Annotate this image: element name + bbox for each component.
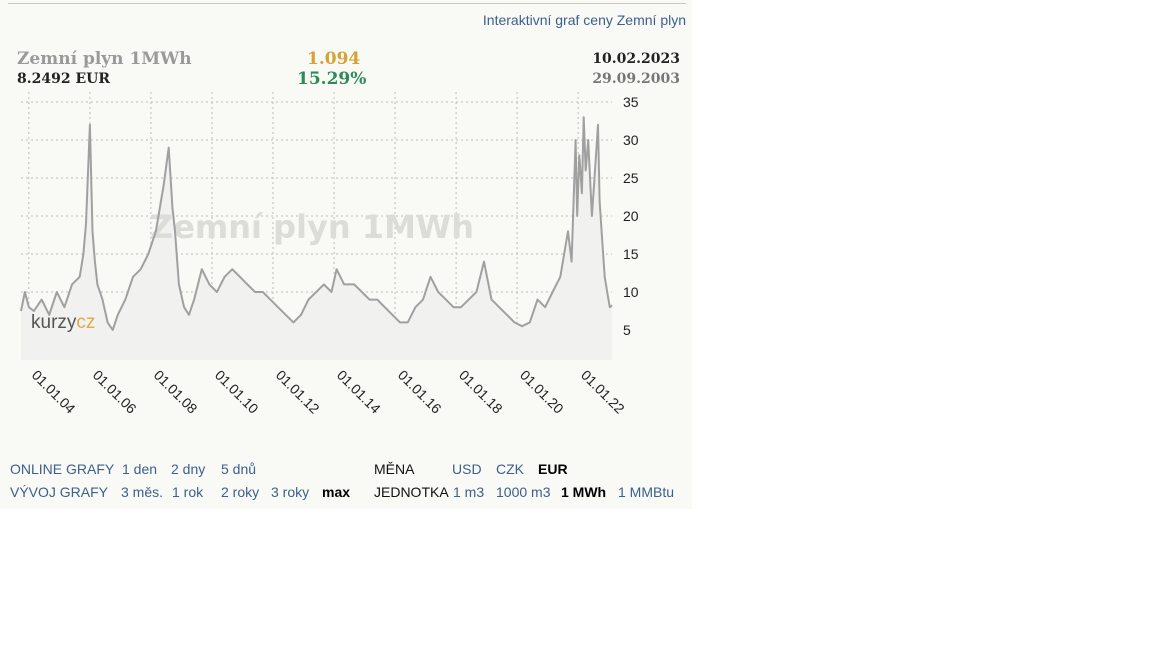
currency-eur[interactable]: EUR: [538, 461, 568, 477]
x-axis: 01.01.04 01.01.06 01.01.08 01.01.10 01.01.12…: [29, 367, 628, 417]
unit-1-mwh[interactable]: 1 MWh: [561, 484, 607, 500]
currency-label: MĚNA: [374, 461, 415, 477]
x-tick-label: 01.01.18: [456, 367, 506, 417]
commodity-name: Zemní plyn 1MWh: [17, 49, 192, 69]
x-tick-label: 01.01.04: [29, 367, 79, 417]
y-tick-label: 25: [623, 170, 639, 186]
y-tick-label: 30: [623, 132, 639, 148]
range-max[interactable]: max: [322, 484, 351, 500]
x-tick-label: 01.01.16: [395, 367, 445, 417]
x-tick-label: 01.01.06: [90, 367, 140, 417]
x-tick-label: 01.01.12: [273, 367, 323, 417]
kurzy-logo: kurzycz: [31, 312, 95, 333]
x-tick-label: 01.01.22: [578, 367, 628, 417]
chart-watermark: Zemní plyn 1MWh: [150, 208, 474, 246]
start-date: 29.09.2003: [592, 71, 680, 87]
x-tick-label: 01.01.20: [517, 367, 567, 417]
x-tick-label: 01.01.10: [212, 367, 262, 417]
y-tick-label: 5: [623, 322, 631, 338]
range-2-years[interactable]: 2 roky: [221, 484, 260, 500]
logo-text-kurzy: kurzy: [31, 312, 77, 333]
range-1-day[interactable]: 1 den: [122, 461, 158, 477]
top-divider: [8, 3, 686, 4]
unit-1-mmbtu[interactable]: 1 MMBtu: [618, 484, 675, 500]
chart-widget: Interaktivní graf ceny Zemní plyn Zemní …: [0, 0, 692, 509]
series-area-fill: [21, 117, 612, 360]
range-5-days[interactable]: 5 dnů: [221, 461, 257, 477]
y-tick-label: 20: [623, 208, 639, 224]
price-chart[interactable]: Zemní plyn 1MWh kurzycz 35 30 25 20 15 10 5 01…: [0, 88, 692, 433]
online-charts-label: ONLINE GRAFY: [10, 461, 115, 477]
currency-czk[interactable]: CZK: [496, 461, 524, 477]
history-charts-label: VÝVOJ GRAFY: [10, 484, 109, 500]
current-price: 8.2492 EUR: [17, 71, 110, 87]
price-change: 1.094: [307, 49, 361, 69]
range-3-months[interactable]: 3 měs.: [121, 484, 164, 500]
chart-series: [20, 116, 613, 331]
chart-area: [21, 117, 612, 360]
logo-text-cz: cz: [76, 312, 95, 333]
unit-1000-m3[interactable]: 1000 m3: [496, 484, 551, 500]
unit-label: JEDNOTKA: [374, 484, 449, 500]
x-tick-label: 01.01.14: [334, 367, 384, 417]
y-axis: 35 30 25 20 15 10 5: [623, 94, 639, 338]
x-tick-label: 01.01.08: [151, 367, 201, 417]
series-line: [20, 116, 613, 331]
svg-text:kurzycz: kurzycz: [31, 312, 95, 333]
range-1-year[interactable]: 1 rok: [172, 484, 204, 500]
y-tick-label: 35: [623, 94, 639, 110]
currency-usd[interactable]: USD: [452, 461, 482, 477]
range-2-days[interactable]: 2 dny: [171, 461, 206, 477]
range-3-years[interactable]: 3 roky: [271, 484, 310, 500]
interactive-chart-link[interactable]: Interaktivní graf ceny Zemní plyn: [482, 12, 686, 28]
price-change-percent: 15.29%: [297, 69, 367, 89]
unit-1-m3[interactable]: 1 m3: [453, 484, 485, 500]
y-tick-label: 15: [623, 246, 639, 262]
y-tick-label: 10: [623, 284, 639, 300]
end-date: 10.02.2023: [592, 51, 680, 67]
